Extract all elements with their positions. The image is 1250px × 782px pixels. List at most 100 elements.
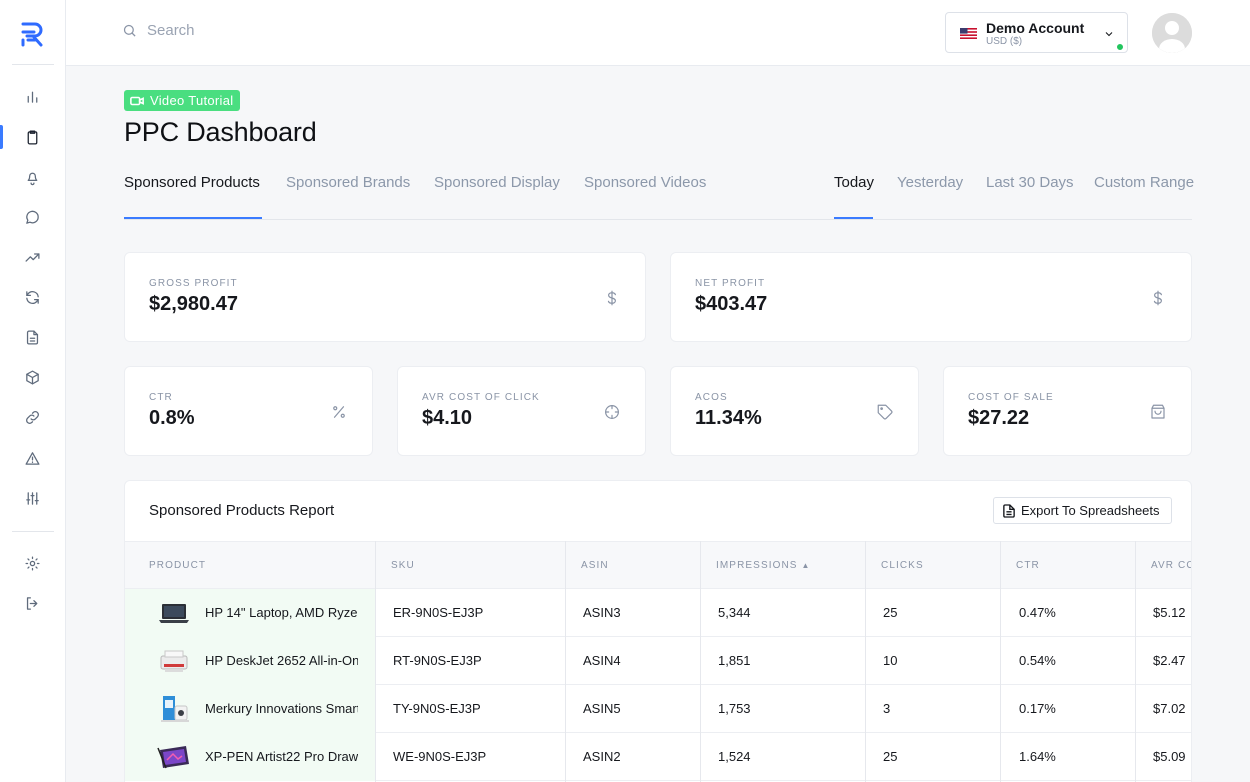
range-active-underline [834,217,873,219]
column-divider [1000,541,1001,782]
bar-chart-icon[interactable] [22,86,42,106]
kpi-label: AVR COST OF CLICK [422,392,540,403]
export-spreadsheets-button[interactable]: Export To Spreadsheets [993,497,1172,524]
ctr-cell: 1.64% [1019,749,1056,764]
range-yesterday[interactable]: Yesterday [897,174,964,191]
sliders-icon[interactable] [22,488,42,508]
asin-cell: ASIN2 [583,749,621,764]
chevron-down-icon [1103,27,1115,39]
sku-cell: WE-9N0S-EJ3P [393,749,487,764]
kpi-card-cost-of-sale: COST OF SALE $27.22 [943,366,1192,456]
col-impressions-label: IMPRESSIONS [716,560,798,571]
box-icon[interactable] [22,367,42,387]
product-name: HP DeskJet 2652 All-in-One [205,653,358,668]
search-bar [122,22,447,39]
sidebar-divider [12,531,54,532]
avr-cost-cell: $7.02 [1153,701,1186,716]
kpi-label: GROSS PROFIT [149,278,238,289]
impressions-cell: 5,344 [718,605,751,620]
account-selector[interactable]: Demo Account USD ($) [945,12,1128,53]
kpi-value: $403.47 [695,293,768,315]
kpi-value: $2,980.47 [149,293,238,315]
export-label: Export To Spreadsheets [1021,503,1160,518]
product-cell: Merkury Innovations Smart [125,685,375,733]
col-product: PRODUCT [149,560,207,571]
column-divider [565,541,566,782]
brand-logo[interactable] [19,20,47,48]
table-row[interactable]: Merkury Innovations Smart TY-9N0S-EJ3P A… [125,685,1191,733]
tab-sponsored-videos[interactable]: Sponsored Videos [584,174,707,191]
printer-image [160,650,188,672]
table-header: PRODUCT SKU ASIN IMPRESSIONS ▲︎ CLICKS C… [125,541,1191,589]
asin-cell: ASIN3 [583,605,621,620]
col-impressions[interactable]: IMPRESSIONS ▲︎ [716,560,810,571]
clicks-cell: 25 [883,605,898,620]
trending-up-icon[interactable] [22,247,42,267]
kpi-value: $4.10 [422,407,473,429]
video-tutorial-button[interactable]: Video Tutorial [124,90,241,111]
col-sku: SKU [391,560,415,571]
page-title: PPC Dashboard [124,117,317,147]
impressions-cell: 1,524 [718,749,751,764]
avr-cost-cell: $2.47 [1153,653,1186,668]
column-divider [1135,541,1136,782]
dollar-icon [603,289,621,307]
online-status-dot [1115,42,1125,52]
kpi-label: ACOS [695,392,728,403]
video-tutorial-label: Video Tutorial [150,93,234,108]
bell-icon[interactable] [22,167,42,187]
clipboard-icon[interactable] [22,127,42,147]
tab-sponsored-products[interactable]: Sponsored Products [124,174,260,191]
column-divider [700,541,701,782]
avatar[interactable] [1152,13,1192,53]
drawing-tablet-image [157,746,189,769]
smart-camera-image [161,696,189,722]
avr-cost-cell: $5.09 [1153,749,1186,764]
kpi-card-gross-profit: GROSS PROFIT $2,980.47 [124,252,646,342]
kpi-label: CTR [149,392,173,403]
link-icon[interactable] [22,407,42,427]
account-name: Demo Account [986,20,1085,36]
col-ctr: CTR [1016,560,1040,571]
range-custom[interactable]: Custom Range [1094,174,1195,191]
range-today[interactable]: Today [834,174,875,191]
percent-icon [330,403,348,421]
table-row[interactable]: HP DeskJet 2652 All-in-One RT-9N0S-EJ3P … [125,637,1191,685]
tab-bar: Sponsored Products Sponsored Brands Spon… [124,174,1195,220]
alert-triangle-icon[interactable] [22,448,42,468]
impressions-cell: 1,851 [718,653,751,668]
range-last-30-days[interactable]: Last 30 Days [986,174,1074,191]
asin-cell: ASIN5 [583,701,621,716]
kpi-value: 0.8% [149,407,195,429]
report-title: Sponsored Products Report [149,502,335,519]
shopping-bag-icon [1149,403,1167,421]
table-row[interactable]: HP 14" Laptop, AMD Ryzen ER-9N0S-EJ3P AS… [125,589,1191,637]
tab-active-underline [124,217,262,219]
search-input[interactable] [147,22,447,39]
kpi-value: $27.22 [968,407,1030,429]
crosshair-icon [603,403,621,421]
column-divider [865,541,866,782]
sku-cell: TY-9N0S-EJ3P [393,701,481,716]
chat-bubble-icon[interactable] [22,207,42,227]
kpi-card-acos: ACOS 11.34% [670,366,919,456]
sort-icon: ▲︎ [801,561,811,570]
ctr-cell: 0.54% [1019,653,1056,668]
clicks-cell: 25 [883,749,898,764]
tab-sponsored-brands[interactable]: Sponsored Brands [286,174,411,191]
logout-icon[interactable] [22,593,42,613]
refresh-icon[interactable] [22,287,42,307]
gear-icon[interactable] [22,553,42,573]
clicks-cell: 3 [883,701,891,716]
ctr-cell: 0.17% [1019,701,1056,716]
dollar-icon [1149,289,1167,307]
kpi-card-avr-cost-of-click: AVR COST OF CLICK $4.10 [397,366,646,456]
column-divider [375,541,376,782]
impressions-cell: 1,753 [718,701,751,716]
table-row[interactable]: XP-PEN Artist22 Pro Drawing WE-9N0S-EJ3P… [125,733,1191,781]
tab-sponsored-display[interactable]: Sponsored Display [434,174,560,191]
kpi-label: NET PROFIT [695,278,766,289]
product-cell: HP 14" Laptop, AMD Ryzen [125,589,375,637]
document-icon[interactable] [22,327,42,347]
sponsored-products-report: Sponsored Products Report Export To Spre… [124,480,1192,782]
